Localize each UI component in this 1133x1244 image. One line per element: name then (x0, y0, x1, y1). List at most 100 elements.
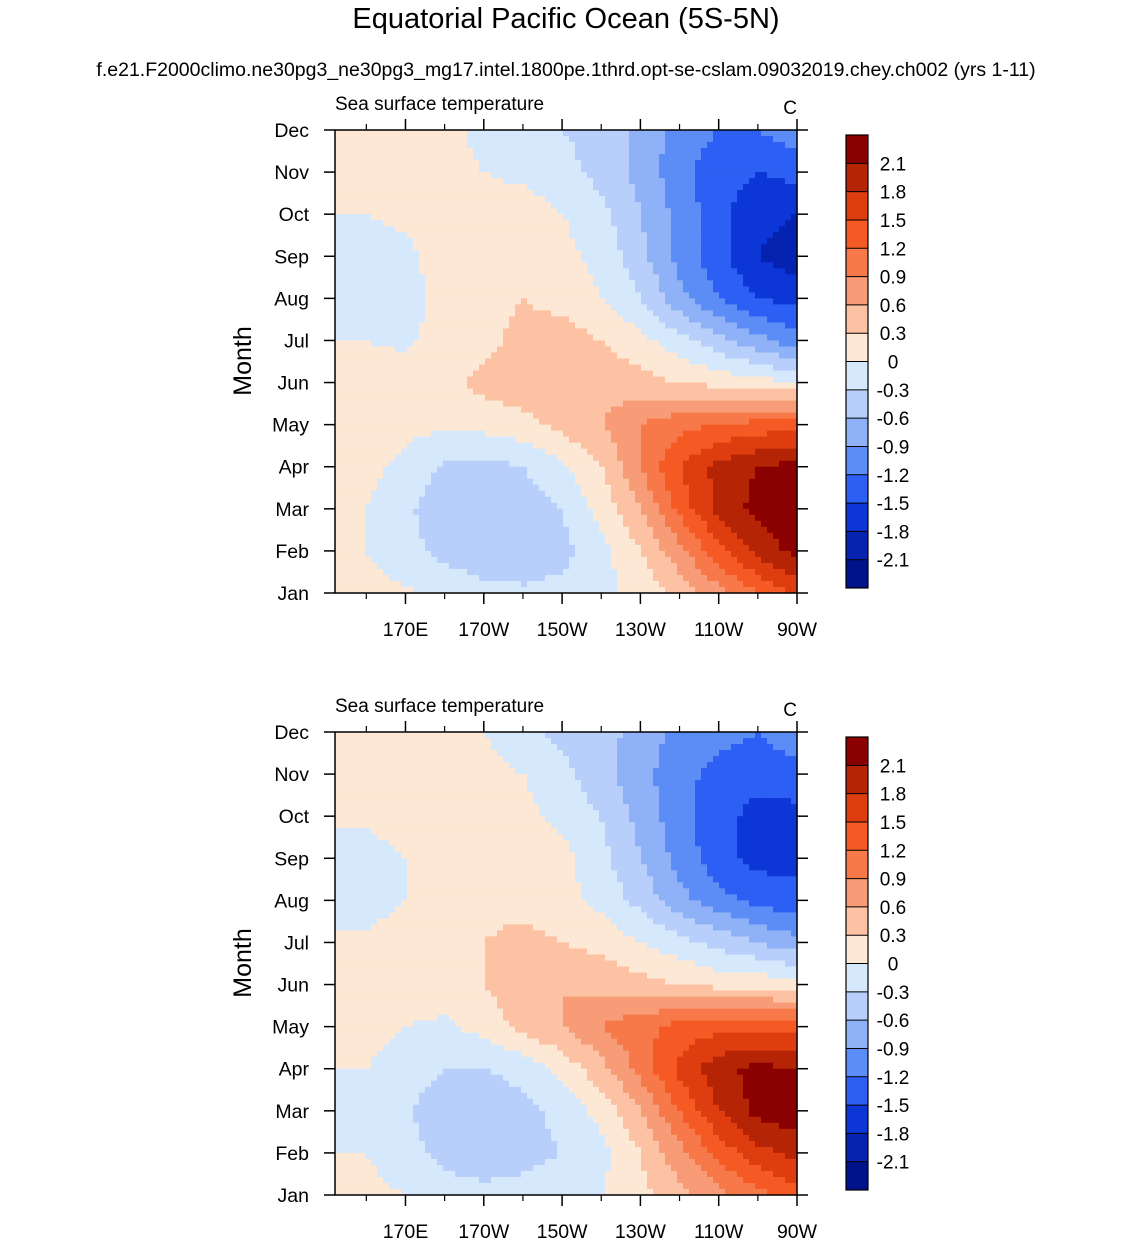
contour-cell (749, 232, 756, 239)
contour-cell (485, 268, 492, 275)
contour-cell (491, 298, 498, 305)
contour-cell (587, 485, 594, 492)
contour-cell (743, 473, 750, 480)
contour-cell (587, 497, 594, 504)
contour-cell (665, 250, 672, 257)
contour-cell (359, 401, 366, 408)
contour-cell (479, 292, 486, 299)
contour-cell (521, 479, 528, 486)
contour-cell (383, 316, 390, 323)
contour-cell (437, 449, 444, 456)
contour-cell (431, 407, 438, 414)
contour-cell (365, 455, 372, 462)
contour-cell (743, 461, 750, 468)
contour-cell (503, 316, 510, 323)
contour-cell (581, 401, 588, 408)
contour-cell (581, 184, 588, 191)
contour-cell (767, 455, 774, 462)
contour-cell (695, 497, 702, 504)
contour-cell (527, 214, 534, 221)
contour-cell (611, 503, 618, 510)
contour-cell (719, 371, 726, 378)
contour-cell (473, 154, 480, 161)
contour-cell (785, 292, 792, 299)
contour-cell (563, 196, 570, 203)
contour-cell (767, 377, 774, 384)
contour-cell (725, 202, 732, 209)
contour-cell (779, 238, 786, 245)
contour-cell (443, 304, 450, 311)
contour-cell (419, 316, 426, 323)
contour-cell (527, 431, 534, 438)
contour-cell (497, 304, 504, 311)
contour-cell (773, 485, 780, 492)
contour-cell (473, 244, 480, 251)
contour-cell (641, 184, 648, 191)
contour-cell (569, 280, 576, 287)
contour-cell (743, 232, 750, 239)
contour-cell (701, 340, 708, 347)
contour-cell (455, 274, 462, 281)
contour-cell (407, 190, 414, 197)
contour-cell (539, 377, 546, 384)
contour-cell (515, 467, 522, 474)
contour-cell (629, 136, 636, 143)
contour-cell (563, 467, 570, 474)
contour-cell (713, 365, 720, 372)
contour-cell (629, 425, 636, 432)
contour-cell (695, 244, 702, 251)
contour-cell (401, 437, 408, 444)
contour-cell (407, 395, 414, 402)
contour-cell (419, 437, 426, 444)
contour-cell (497, 437, 504, 444)
contour-cell (527, 184, 534, 191)
contour-cell (485, 461, 492, 468)
contour-cell (515, 503, 522, 510)
contour-cell (677, 184, 684, 191)
contour-cell (749, 190, 756, 197)
contour-cell (749, 377, 756, 384)
contour-cell (431, 202, 438, 209)
contour-cell (755, 142, 762, 149)
contour-cell (689, 196, 696, 203)
contour-cell (605, 497, 612, 504)
contour-cell (701, 214, 708, 221)
contour-cell (455, 443, 462, 450)
contour-cell (497, 184, 504, 191)
contour-cell (581, 443, 588, 450)
contour-cell (641, 286, 648, 293)
contour-cell (353, 274, 360, 281)
contour-cell (413, 431, 420, 438)
contour-cell (785, 166, 792, 173)
contour-cell (737, 340, 744, 347)
contour-cell (359, 515, 366, 522)
contour-cell (683, 401, 690, 408)
contour-cell (677, 298, 684, 305)
contour-cell (515, 196, 522, 203)
contour-cell (671, 136, 678, 143)
contour-cell (785, 220, 792, 227)
contour-cell (785, 310, 792, 317)
contour-cell (473, 365, 480, 372)
contour-cell (671, 334, 678, 341)
contour-cell (695, 358, 702, 365)
contour-cell (581, 232, 588, 239)
contour-cell (419, 172, 426, 179)
contour-cell (719, 292, 726, 299)
contour-cell (359, 208, 366, 215)
contour-cell (485, 130, 492, 137)
contour-cell (629, 130, 636, 137)
contour-cell (653, 292, 660, 299)
contour-cell (533, 148, 540, 155)
contour-cell (341, 461, 348, 468)
contour-cell (347, 383, 354, 390)
contour-cell (497, 358, 504, 365)
contour-cell (491, 280, 498, 287)
contour-cell (773, 130, 780, 137)
contour-cell (677, 431, 684, 438)
contour-cell (743, 310, 750, 317)
contour-cell (773, 413, 780, 420)
contour-cell (767, 172, 774, 179)
contour-cell (617, 142, 624, 149)
contour-cell (473, 226, 480, 233)
